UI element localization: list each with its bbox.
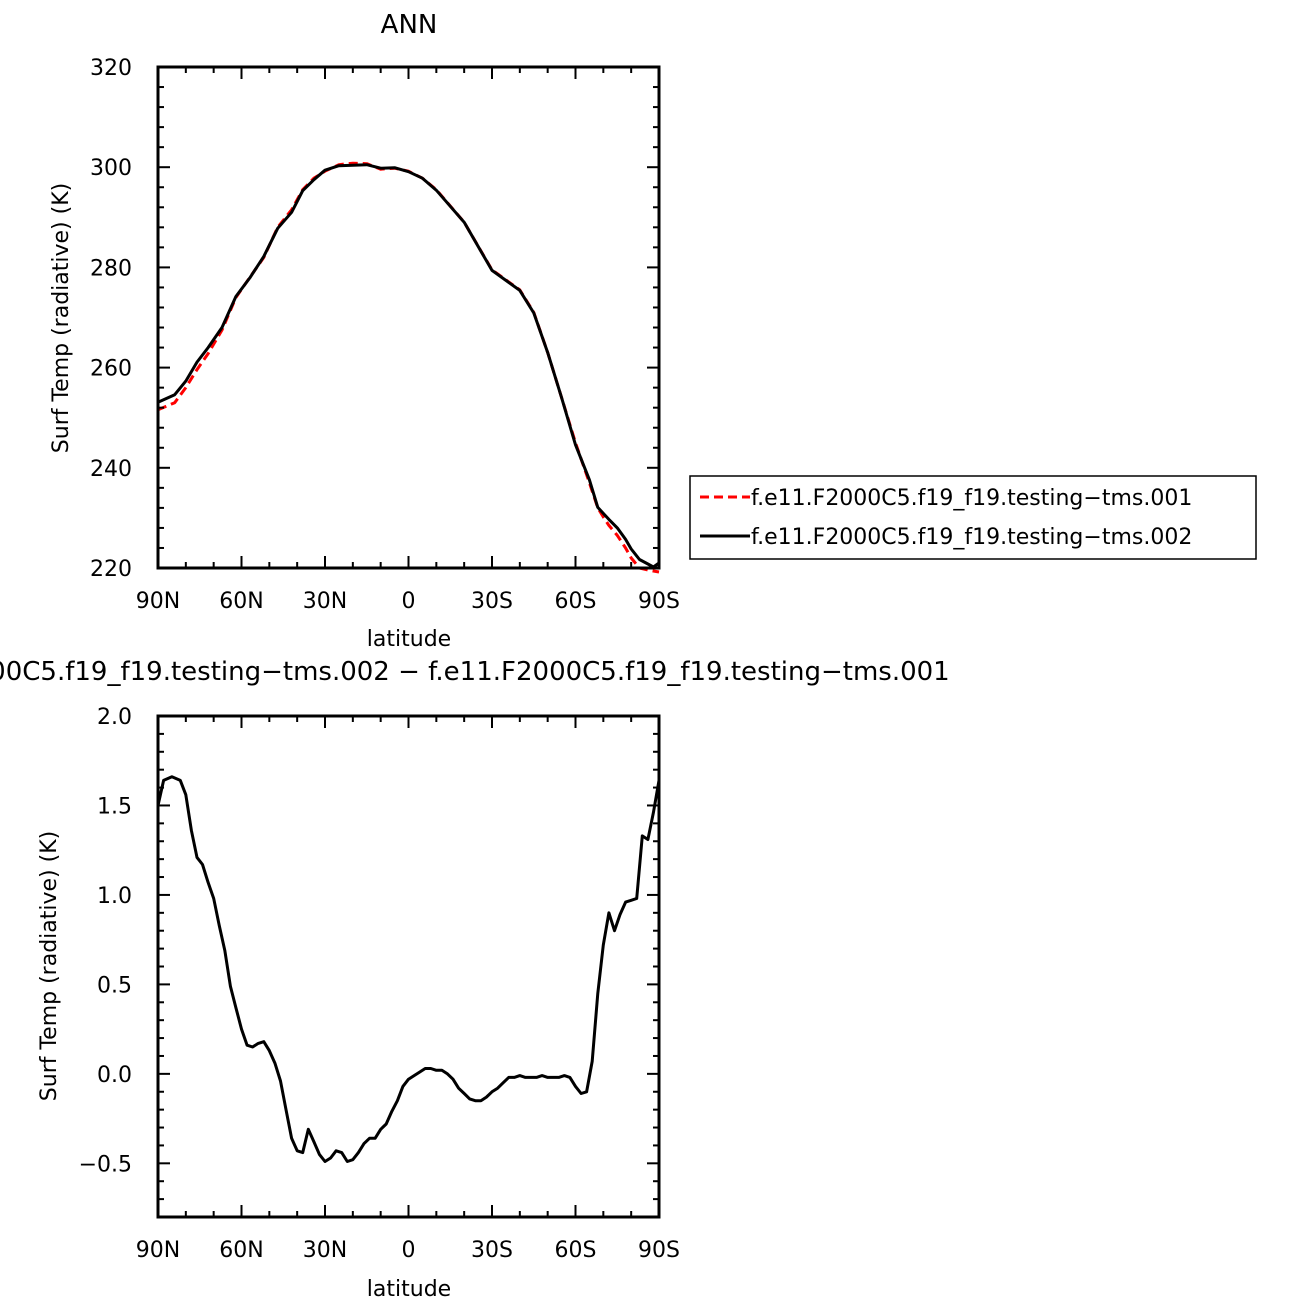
top-panel-title: ANN	[381, 10, 438, 40]
x-tick-label: 90N	[136, 589, 180, 614]
series-line-1	[157, 161, 660, 574]
bottom-panel-ylabel: Surf Temp (radiative) (K)	[37, 831, 62, 1101]
x-tick-label: 0	[402, 589, 416, 614]
top-panel-series	[157, 161, 660, 574]
x-tick-label: 30N	[303, 1238, 347, 1263]
bottom-panel-ticks: 90N 60N 30N 0 30S 60S 90S −0.5 0.0 0.5 1.0 1.5 2.0	[79, 705, 680, 1263]
top-panel-ylabel: Surf Temp (radiative) (K)	[49, 183, 74, 453]
series-line-2	[157, 163, 660, 569]
y-tick-label: 300	[90, 156, 132, 181]
bottom-panel-title: f.e11.F2000C5.f19_f19.testing−tms.002 − …	[0, 657, 950, 687]
top-panel-frame	[156, 65, 661, 570]
top-panel-xlabel: latitude	[367, 627, 451, 652]
y-tick-label: 320	[90, 56, 132, 81]
x-tick-label: 60S	[555, 589, 597, 614]
y-tick-label: 220	[90, 557, 132, 582]
y-tick-label: 1.5	[97, 794, 132, 819]
y-tick-label: 240	[90, 457, 132, 482]
y-tick-label: 1.0	[97, 884, 132, 909]
series-line-1	[156, 775, 661, 1163]
top-panel-ticks: 90N 60N 30N 0 30S 60S 90S 220 240 260 280 300 320	[90, 56, 680, 614]
bottom-panel-xlabel: latitude	[367, 1277, 451, 1302]
bottom-panel-series	[156, 775, 661, 1163]
x-tick-label: 30N	[303, 589, 347, 614]
legend-label-series-2: f.e11.F2000C5.f19_f19.testing−tms.002	[751, 525, 1192, 550]
x-tick-label: 90N	[136, 1238, 180, 1263]
x-tick-label: 60S	[555, 1238, 597, 1263]
legend-label-series-1: f.e11.F2000C5.f19_f19.testing−tms.001	[751, 486, 1192, 511]
x-tick-label: 60N	[219, 589, 263, 614]
x-tick-label: 90S	[638, 1238, 680, 1263]
y-tick-label: 260	[90, 357, 132, 382]
bottom-panel: f.e11.F2000C5.f19_f19.testing−tms.002 − …	[0, 657, 950, 1302]
x-tick-label: 0	[402, 1238, 416, 1263]
y-tick-label: 0.5	[97, 973, 132, 998]
x-tick-label: 30S	[471, 589, 513, 614]
y-tick-label: −0.5	[79, 1152, 132, 1177]
legend: f.e11.F2000C5.f19_f19.testing−tms.001 f.…	[689, 475, 1257, 560]
bottom-panel-frame	[156, 714, 661, 1219]
y-tick-label: 2.0	[97, 705, 132, 730]
y-tick-label: 0.0	[97, 1063, 132, 1088]
x-tick-label: 90S	[638, 589, 680, 614]
x-tick-label: 30S	[471, 1238, 513, 1263]
legend-box	[689, 475, 1257, 560]
y-tick-label: 280	[90, 256, 132, 281]
x-tick-label: 60N	[219, 1238, 263, 1263]
top-panel: ANN 90N 60N 30N 0 30S 60S 90S 220 240 260 280 300 32…	[49, 10, 1257, 652]
